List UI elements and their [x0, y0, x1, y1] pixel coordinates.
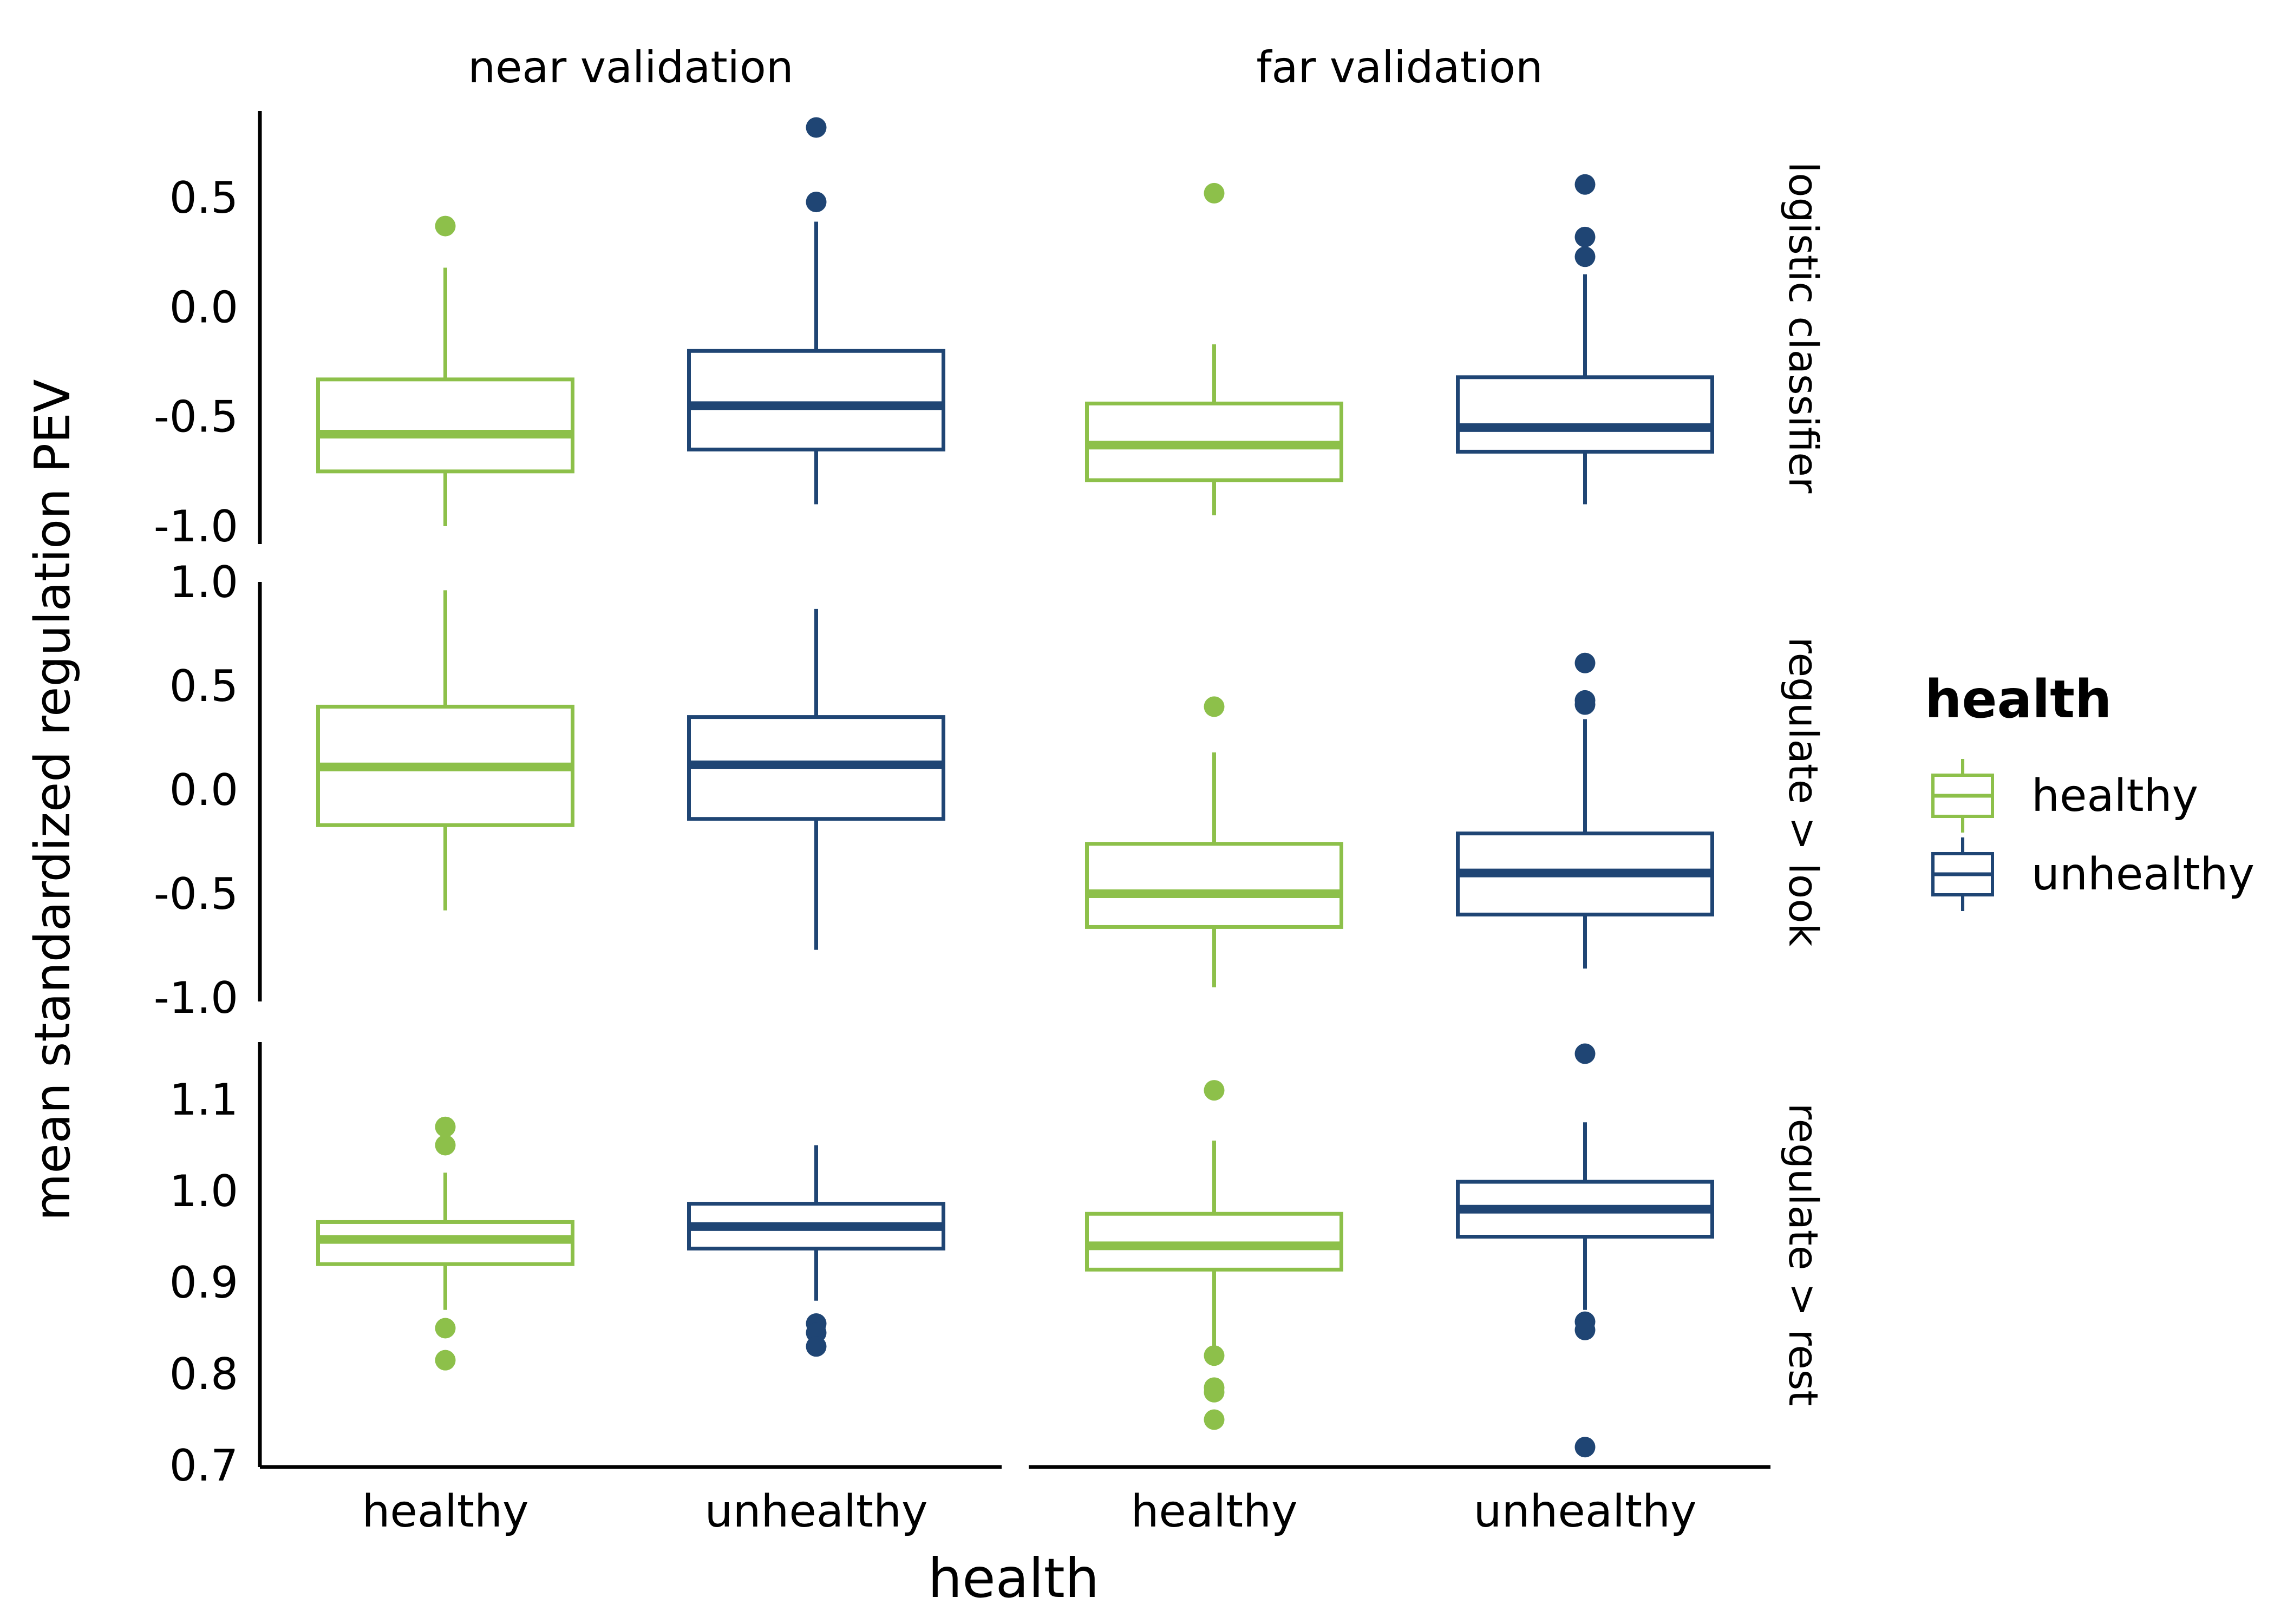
outlier-far-validation-logistic-classifier-healthy-0	[1204, 182, 1225, 204]
x-axis-near-validation: healthy unhealthy	[260, 1465, 1002, 1537]
x-axis-far-validation: healthy unhealthy	[1029, 1465, 1770, 1537]
legend-item-healthy: healthy	[1931, 759, 2198, 833]
outlier-far-validation-logistic-classifier-unhealthy-0	[1574, 246, 1596, 267]
y-axis-regulate-look: 1.0 0.5 0.0 -0.5 -1.0	[154, 557, 262, 1023]
y-axis-title: mean standardized regulation PEV	[24, 379, 81, 1221]
iqr-box-far-validation-regulate-look-healthy	[1085, 842, 1343, 929]
iqr-box-far-validation-logistic-classifier-unhealthy	[1456, 375, 1714, 454]
box-near-validation-regulate-rest-unhealthy	[687, 1145, 945, 1357]
outlier-far-validation-regulate-rest-unhealthy-2	[1574, 1437, 1596, 1458]
box-near-validation-regulate-look-unhealthy	[687, 608, 945, 950]
outlier-far-validation-regulate-look-unhealthy-2	[1574, 652, 1596, 673]
y-tick-label-regulate-rest-1: 1.0	[169, 1166, 238, 1216]
outlier-far-validation-regulate-rest-unhealthy-1	[1574, 1319, 1596, 1340]
iqr-box-near-validation-logistic-classifier-healthy	[316, 377, 574, 474]
y-tick-label-logistic-classifier-0: 0.5	[169, 173, 238, 223]
y-tick-label-regulate-rest-4: 0.7	[169, 1440, 238, 1491]
facet-strip-far-validation: far validation	[1256, 42, 1543, 93]
outlier-far-validation-regulate-rest-healthy-2	[1204, 1381, 1225, 1403]
outlier-far-validation-regulate-look-unhealthy-1	[1574, 690, 1596, 711]
legend: health healthy unhealthy	[1925, 669, 2255, 911]
box-near-validation-regulate-rest-healthy	[316, 1116, 574, 1371]
y-tick-label-regulate-rest-0: 1.1	[169, 1075, 238, 1125]
x-tick-label-near-validation-unhealthy: unhealthy	[704, 1486, 927, 1537]
outlier-far-validation-regulate-rest-healthy-4	[1204, 1080, 1225, 1101]
outlier-near-validation-logistic-classifier-unhealthy-1	[806, 117, 827, 138]
x-axis-title: health	[928, 1547, 1100, 1610]
outlier-near-validation-logistic-classifier-healthy-0	[435, 215, 456, 237]
outlier-far-validation-regulate-rest-healthy-3	[1204, 1409, 1225, 1430]
iqr-box-near-validation-logistic-classifier-unhealthy	[687, 349, 945, 451]
axes: 0.50.0-0.5-1.01.00.50.0-0.5-1.01.11.00.9…	[154, 111, 1770, 1537]
y-tick-label-logistic-classifier-1: 0.0	[169, 282, 238, 332]
y-tick-label-logistic-classifier-3: -1.0	[154, 501, 238, 552]
y-tick-label-logistic-classifier-2: -0.5	[154, 392, 238, 442]
facet-strip-regulate-rest: regulate > rest	[1780, 1103, 1826, 1406]
box-far-validation-regulate-rest-healthy	[1085, 1080, 1343, 1430]
box-far-validation-regulate-rest-unhealthy	[1456, 1043, 1714, 1458]
outlier-far-validation-logistic-classifier-unhealthy-2	[1574, 174, 1596, 195]
y-axis-regulate-rest: 1.1 1.0 0.9 0.8 0.7	[169, 1042, 262, 1491]
facet-strip-near-validation: near validation	[468, 42, 793, 93]
outlier-near-validation-regulate-rest-healthy-0	[435, 1318, 456, 1339]
outlier-far-validation-regulate-rest-healthy-0	[1204, 1345, 1225, 1366]
y-tick-label-regulate-look-1: 0.5	[169, 661, 238, 711]
facet-panels	[316, 117, 1714, 1458]
facet-strip-regulate-look: regulate > look	[1780, 637, 1826, 947]
y-tick-label-regulate-rest-2: 0.9	[169, 1258, 238, 1308]
box-near-validation-logistic-classifier-healthy	[316, 215, 574, 526]
outlier-near-validation-regulate-rest-healthy-3	[435, 1116, 456, 1137]
y-tick-label-regulate-look-0: 1.0	[169, 557, 238, 607]
legend-key-healthy	[1931, 759, 1994, 833]
facet-strip-logistic-classifier: logistic classifier	[1780, 162, 1826, 494]
legend-key-unhealthy	[1931, 837, 1994, 911]
outlier-far-validation-logistic-classifier-unhealthy-1	[1574, 226, 1596, 247]
legend-label-healthy: healthy	[2031, 770, 2198, 822]
outlier-near-validation-regulate-rest-healthy-1	[435, 1350, 456, 1371]
box-near-validation-regulate-look-healthy	[316, 590, 574, 911]
x-tick-label-far-validation-unhealthy: unhealthy	[1473, 1486, 1696, 1537]
y-tick-label-regulate-look-4: -1.0	[154, 973, 238, 1023]
outlier-far-validation-regulate-rest-unhealthy-3	[1574, 1043, 1596, 1064]
box-far-validation-logistic-classifier-unhealthy	[1456, 174, 1714, 505]
y-tick-label-regulate-look-2: 0.0	[169, 765, 238, 815]
facet-strips: near validation far validation logistic cl…	[468, 42, 1826, 1406]
x-tick-label-far-validation-healthy: healthy	[1131, 1486, 1297, 1537]
outlier-near-validation-logistic-classifier-unhealthy-0	[806, 192, 827, 213]
box-far-validation-regulate-look-unhealthy	[1456, 652, 1714, 969]
y-tick-label-regulate-rest-3: 0.8	[169, 1349, 238, 1399]
outlier-near-validation-regulate-rest-healthy-2	[435, 1135, 456, 1156]
box-far-validation-logistic-classifier-healthy	[1085, 182, 1343, 515]
y-axis-logistic-classifier: 0.5 0.0 -0.5 -1.0	[154, 111, 262, 552]
box-near-validation-logistic-classifier-unhealthy	[687, 117, 945, 505]
x-tick-label-near-validation-healthy: healthy	[362, 1486, 528, 1537]
legend-label-unhealthy: unhealthy	[2031, 849, 2255, 900]
outlier-near-validation-regulate-rest-unhealthy-2	[806, 1336, 827, 1357]
box-far-validation-regulate-look-healthy	[1085, 696, 1343, 987]
legend-title: health	[1925, 669, 2112, 730]
outlier-far-validation-regulate-look-healthy-0	[1204, 696, 1225, 717]
y-tick-label-regulate-look-3: -0.5	[154, 869, 238, 919]
legend-item-unhealthy: unhealthy	[1931, 837, 2255, 911]
